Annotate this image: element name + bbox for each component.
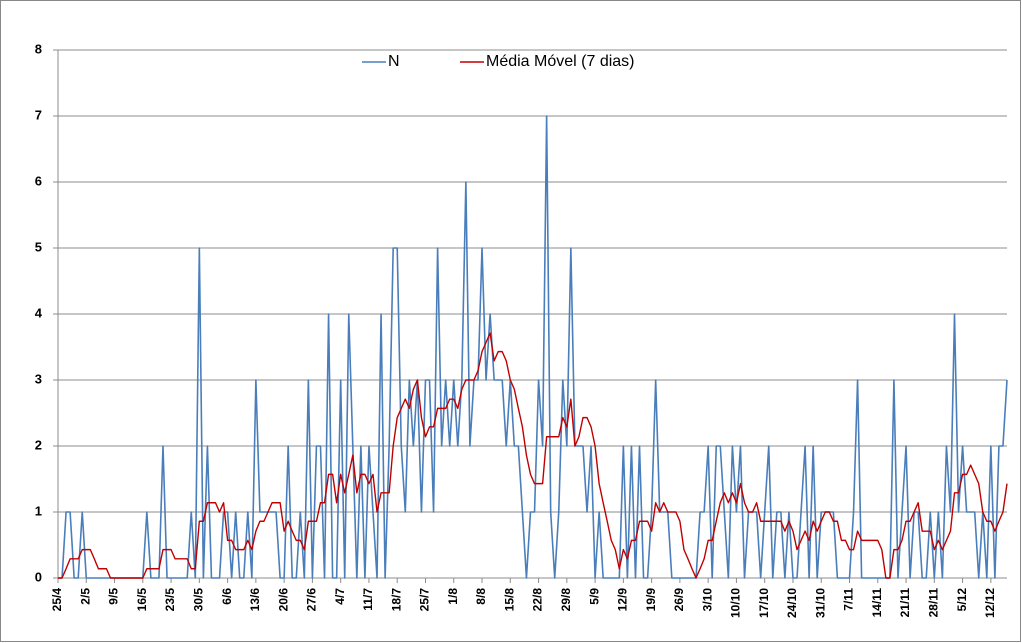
x-tick-label: 6/6 bbox=[220, 588, 234, 605]
x-tick-label: 5/9 bbox=[587, 588, 601, 605]
x-tick-label: 28/11 bbox=[926, 588, 940, 618]
y-tick-label: 0 bbox=[35, 569, 42, 584]
legend-label: Média Móvel (7 dias) bbox=[486, 53, 635, 70]
y-tick-label: 3 bbox=[35, 371, 42, 386]
x-tick-label: 5/12 bbox=[955, 588, 969, 612]
x-tick-label: 27/6 bbox=[305, 588, 319, 612]
x-tick-label: 7/11 bbox=[842, 588, 856, 611]
x-tick-label: 12/12 bbox=[983, 588, 997, 618]
x-tick-label: 26/9 bbox=[672, 588, 686, 612]
y-tick-label: 1 bbox=[35, 503, 42, 518]
y-tick-label: 2 bbox=[35, 437, 42, 452]
x-tick-label: 17/10 bbox=[757, 588, 771, 618]
x-tick-label: 20/6 bbox=[276, 588, 290, 612]
y-tick-label: 8 bbox=[35, 41, 42, 56]
series-line bbox=[58, 332, 1008, 579]
series-line bbox=[58, 115, 1008, 579]
y-tick-label: 4 bbox=[35, 305, 43, 320]
x-tick-label: 2/5 bbox=[78, 588, 92, 605]
x-tick-label: 22/8 bbox=[531, 588, 545, 612]
legend-label: N bbox=[388, 53, 400, 70]
x-tick-label: 9/5 bbox=[107, 588, 121, 605]
x-tick-label: 15/8 bbox=[502, 588, 516, 612]
x-tick-label: 19/9 bbox=[644, 588, 658, 612]
x-tick-label: 12/9 bbox=[616, 588, 630, 612]
x-tick-label: 10/10 bbox=[729, 588, 743, 618]
x-tick-label: 8/8 bbox=[474, 588, 488, 605]
x-tick-label: 14/11 bbox=[870, 588, 884, 618]
x-tick-label: 21/11 bbox=[898, 588, 912, 618]
x-tick-label: 25/7 bbox=[418, 588, 432, 612]
x-tick-label: 1/8 bbox=[446, 588, 460, 605]
x-tick-label: 18/7 bbox=[389, 588, 403, 612]
y-tick-label: 7 bbox=[35, 107, 42, 122]
y-tick-label: 6 bbox=[35, 173, 42, 188]
x-tick-label: 29/8 bbox=[559, 588, 573, 612]
x-tick-label: 23/5 bbox=[163, 588, 177, 612]
x-tick-label: 24/10 bbox=[785, 588, 799, 618]
x-tick-label: 13/6 bbox=[248, 588, 262, 612]
x-tick-label: 11/7 bbox=[361, 588, 375, 611]
x-tick-label: 25/4 bbox=[50, 588, 64, 612]
x-tick-label: 31/10 bbox=[813, 588, 827, 618]
x-tick-label: 3/10 bbox=[700, 588, 714, 612]
x-tick-label: 30/5 bbox=[192, 588, 206, 612]
y-tick-label: 5 bbox=[35, 239, 42, 254]
x-tick-label: 4/7 bbox=[333, 588, 347, 605]
x-tick-label: 16/5 bbox=[135, 588, 149, 612]
